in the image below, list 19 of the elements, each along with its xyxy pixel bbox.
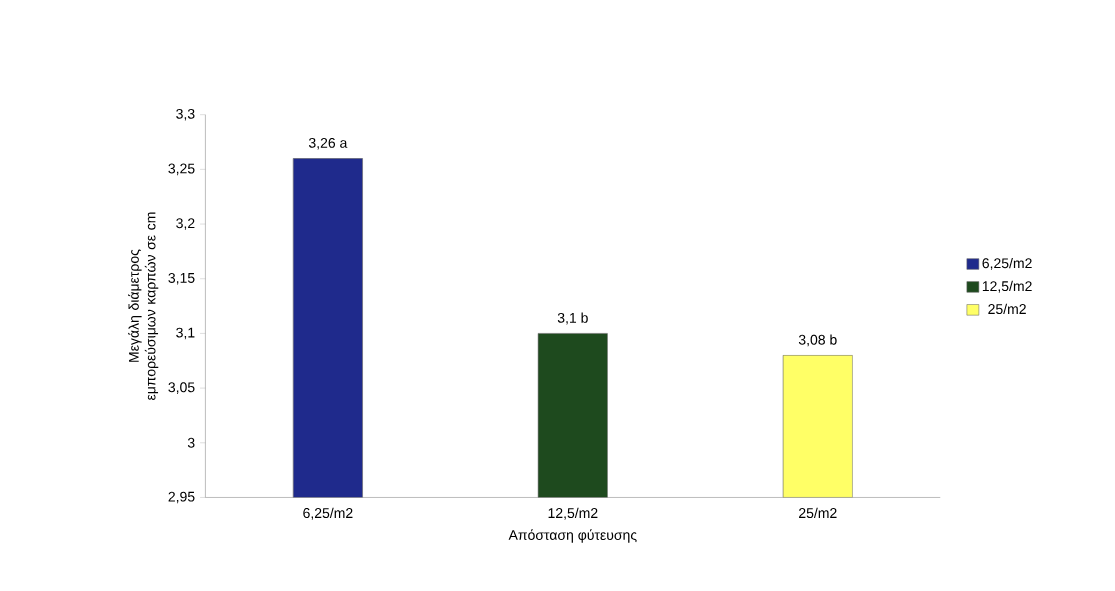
x-tick-label: 12,5/m2	[548, 507, 598, 520]
legend-label: 12,5/m2	[982, 280, 1032, 293]
y-tick-label: 3	[187, 437, 195, 448]
y-tick-label: 2,95	[168, 491, 195, 504]
x-tick-label: 6,25/m2	[303, 507, 353, 520]
data-label: 3,26 a	[308, 138, 348, 150]
y-tick-label: 3,3	[176, 108, 195, 121]
data-label: 3,08 b	[798, 334, 837, 347]
legend-label: 25/m2	[988, 303, 1026, 315]
y-tick-label: 3,15	[168, 273, 195, 285]
y-axis-title: Μεγάλη διάμετρος εμπορεύσιμων καρπών σε cm	[128, 212, 159, 401]
y-tick-label: 3,2	[176, 218, 195, 230]
x-axis-title: Απόσταση φύτευσης	[508, 529, 637, 543]
y-tick-label: 3,1	[176, 327, 195, 340]
data-label: 3,1 b	[557, 312, 588, 325]
legend-label: 6,25/m2	[982, 257, 1032, 270]
y-tick-label: 3,05	[168, 382, 195, 394]
y-tick-label: 3,25	[168, 163, 195, 176]
x-tick-label: 25/m2	[799, 507, 837, 519]
